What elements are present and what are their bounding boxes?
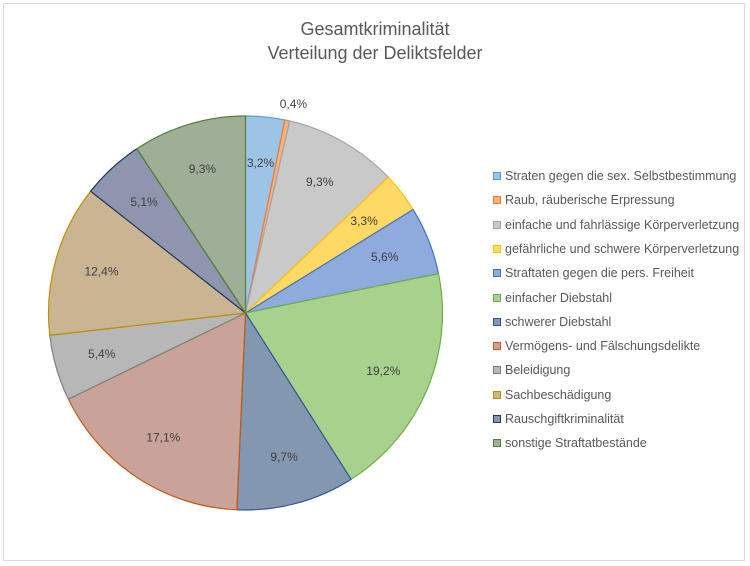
legend-label: gefährliche und schwere Körperverletzung — [505, 241, 740, 256]
data-label-3: 9,3% — [306, 175, 334, 189]
legend-swatch — [493, 342, 501, 351]
legend-label: sonstige Straftatbestände — [505, 436, 647, 451]
pie-slice-8 — [67, 312, 247, 511]
data-label-2: 0,4% — [280, 97, 308, 111]
pie-slice-3 — [244, 120, 389, 314]
legend-label: Straten gegen die sex. Selbstbestimmung — [505, 169, 737, 183]
legend-swatch — [493, 244, 501, 253]
data-label-4: 3,3% — [350, 214, 378, 228]
data-label-11: 5,1% — [130, 195, 158, 209]
legend-label: Sachbeschädigung — [505, 387, 612, 402]
chart-title: Gesamtkriminalität — [300, 19, 450, 39]
pie-slice-12 — [136, 115, 247, 314]
data-label-8: 17,1% — [146, 430, 180, 444]
legend-swatch — [493, 172, 501, 180]
legend-swatch — [493, 439, 501, 448]
legend-swatch — [493, 293, 501, 302]
legend-label: Vermögens- und Fälschungsdelikte — [505, 339, 701, 354]
legend-label: schwerer Diebstahl — [505, 314, 612, 329]
data-label-12: 9,3% — [189, 162, 217, 176]
data-label-5: 5,6% — [371, 250, 399, 264]
legend-swatch — [493, 415, 501, 423]
legend-label: Rauschgiftkriminalität — [505, 412, 624, 426]
pie-slice-10 — [47, 190, 247, 336]
data-label-1: 3,2% — [247, 156, 275, 170]
data-label-7: 9,7% — [270, 450, 298, 464]
legend-swatch — [493, 196, 501, 205]
legend-label: Raub, räuberische Erpressung — [505, 193, 675, 208]
legend-label: Beleidigung — [505, 363, 571, 378]
data-label-9: 5,4% — [88, 347, 116, 361]
data-label-10: 12,4% — [84, 264, 118, 278]
legend-swatch — [493, 366, 501, 375]
pie-slice-6 — [244, 273, 444, 480]
legend-swatch — [493, 220, 501, 229]
legend-swatch — [493, 269, 501, 278]
data-label-6: 19,2% — [366, 364, 400, 378]
legend-label: einfache und fahrlässige Körperverletzun… — [505, 217, 740, 232]
legend-label: Straftaten gegen die pers. Freiheit — [505, 266, 695, 281]
legend-label: einfacher Diebstahl — [505, 290, 613, 305]
pie-slice-7 — [236, 312, 352, 511]
chart-subtitle: Verteilung der Deliktsfelder — [267, 43, 483, 63]
legend-swatch — [493, 317, 501, 326]
legend-swatch — [493, 390, 501, 399]
